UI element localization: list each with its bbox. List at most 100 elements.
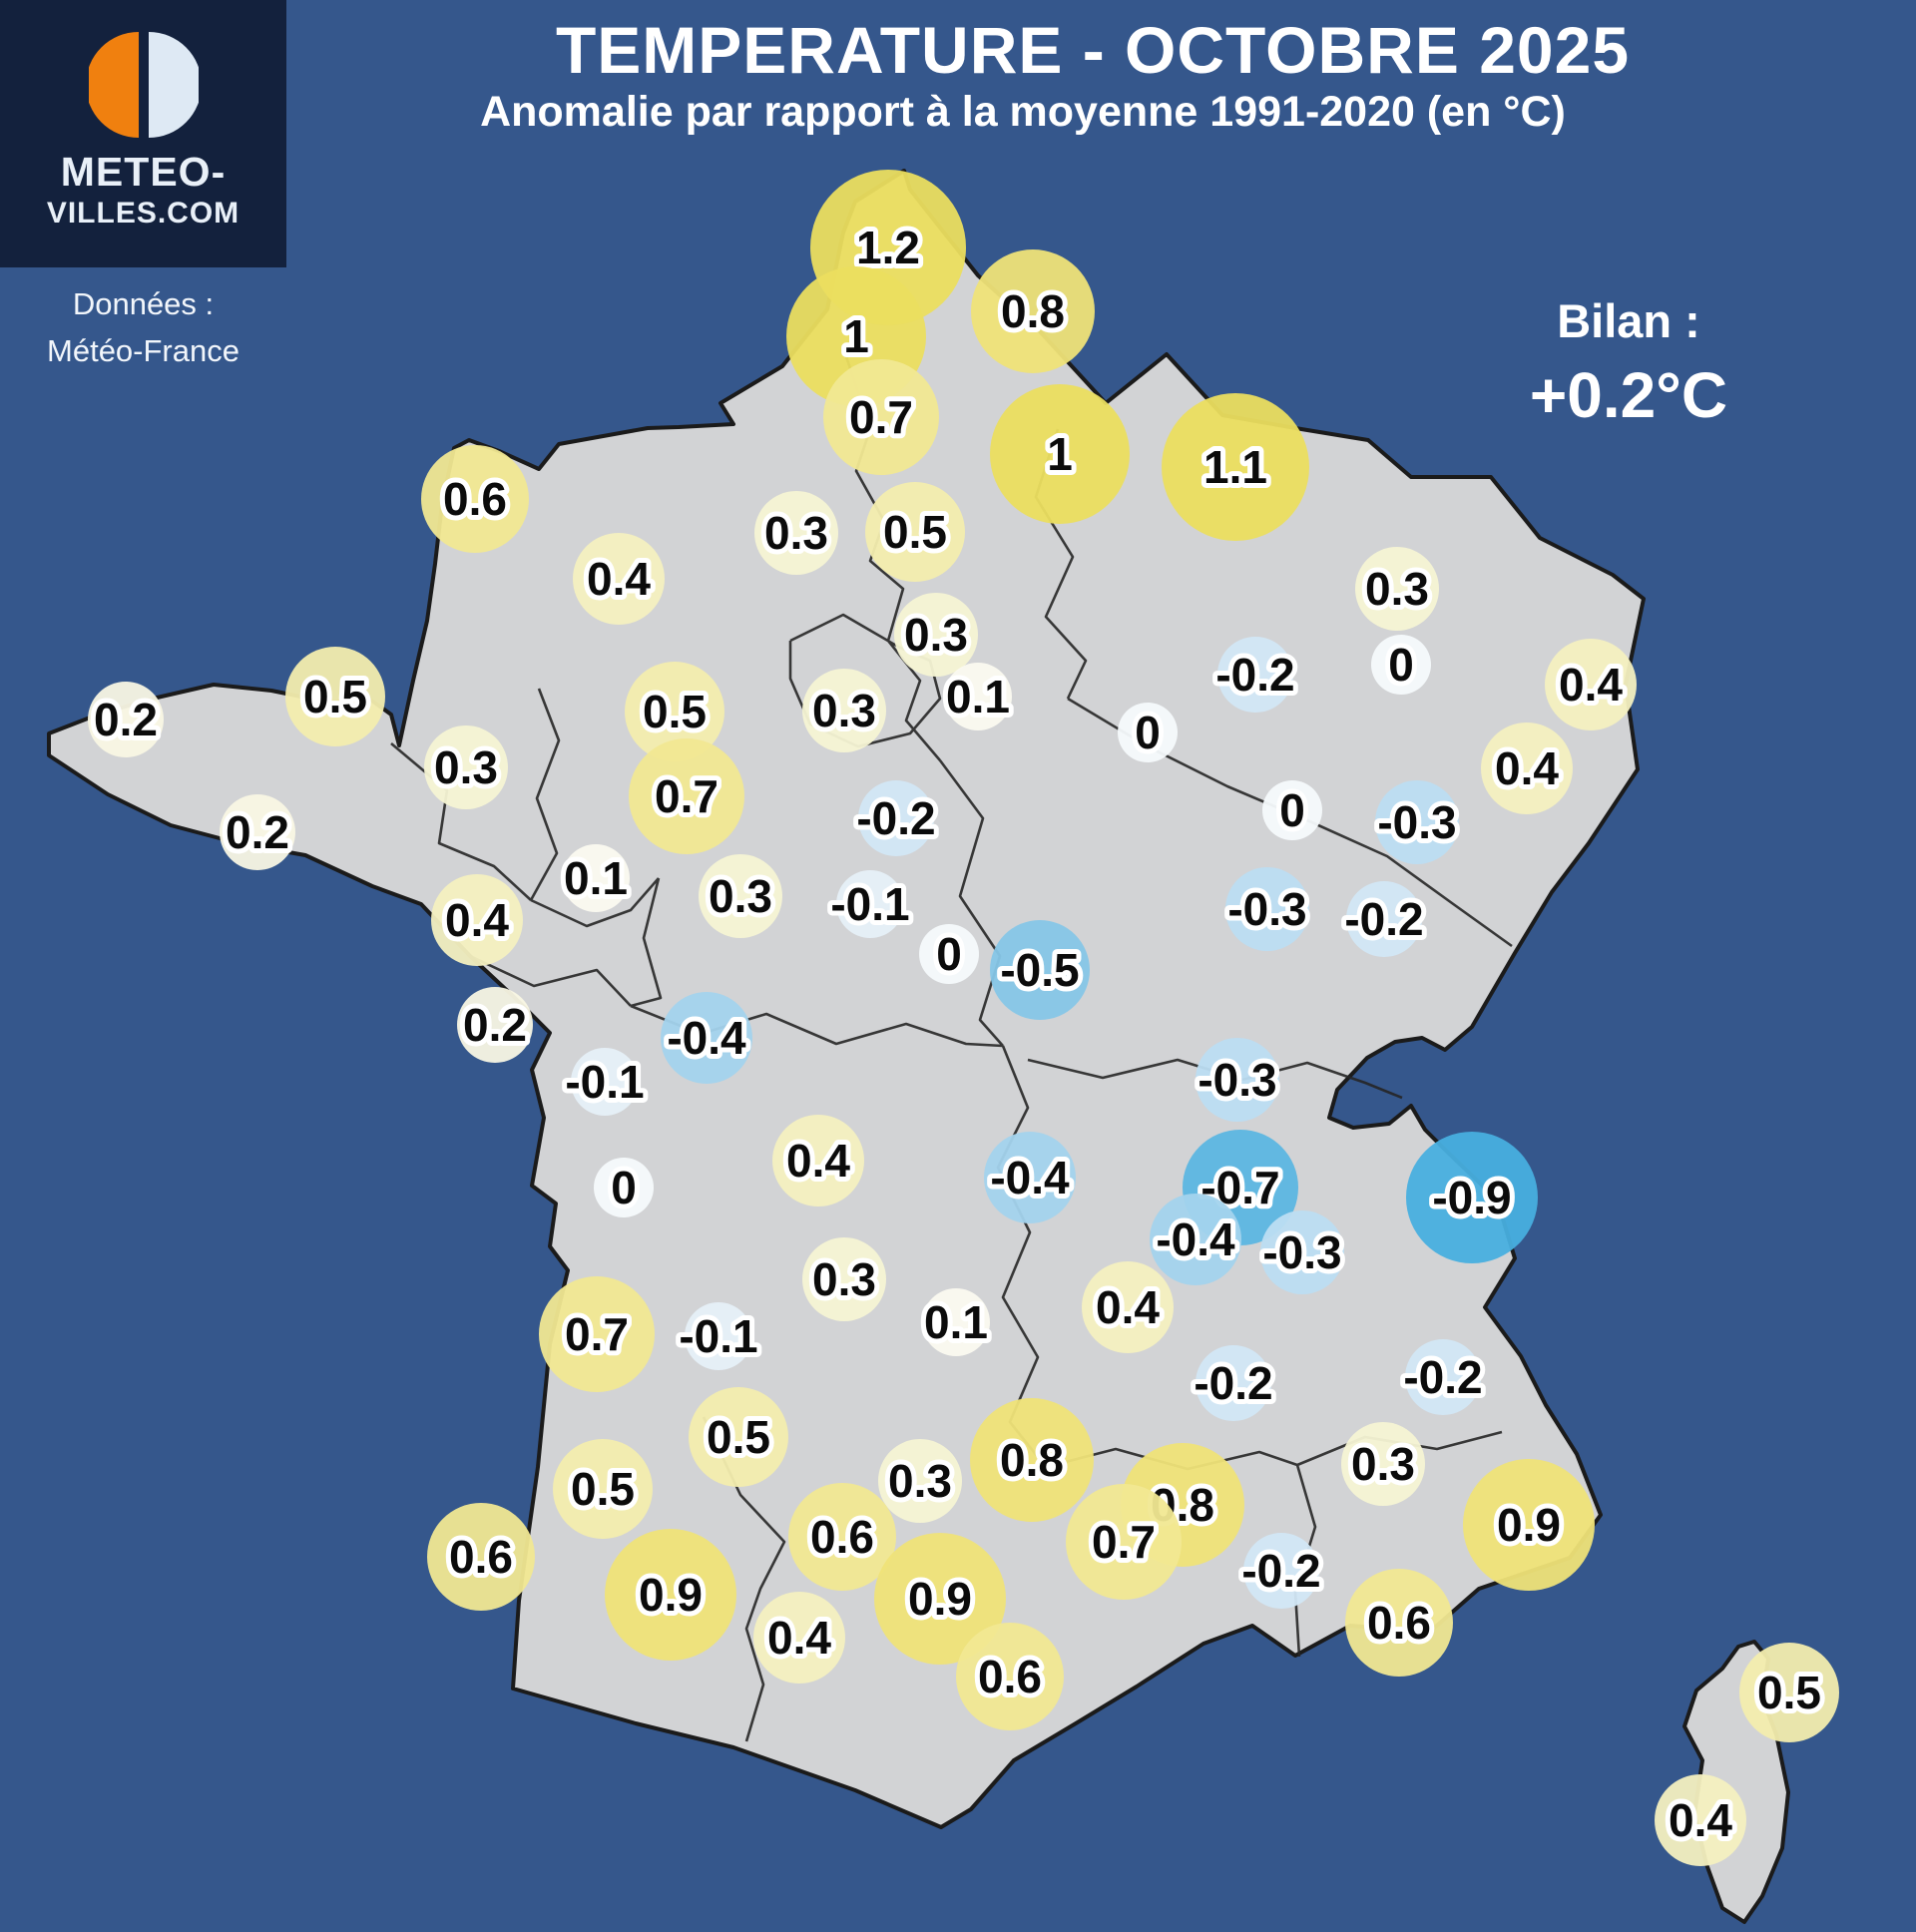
- station-value: 0.8: [1001, 285, 1065, 337]
- station-value: -0.4: [1156, 1213, 1235, 1265]
- station: 1.1: [1162, 393, 1309, 541]
- station: 0.3: [802, 669, 886, 752]
- station-circle: [1463, 1459, 1595, 1591]
- station: -0.2: [1398, 1339, 1488, 1415]
- station-circle: [457, 987, 533, 1063]
- station-circle: [1406, 1132, 1538, 1263]
- station: 0.3: [1341, 1422, 1425, 1506]
- station: 0.7: [629, 738, 744, 854]
- station-value: 0.9: [1497, 1499, 1561, 1551]
- station-circle: [573, 533, 665, 625]
- station-circle: [1262, 780, 1322, 840]
- station: 0.3: [878, 1439, 962, 1523]
- station-value: 0.4: [1096, 1281, 1160, 1333]
- station-value: -0.1: [830, 878, 909, 930]
- station: -0.1: [560, 1048, 650, 1116]
- station-value: -0.2: [1403, 1351, 1482, 1403]
- station-circle: [836, 870, 904, 938]
- station-value: 0.4: [1559, 659, 1623, 711]
- station-value: -0.1: [679, 1310, 757, 1362]
- station-value: -0.3: [1198, 1054, 1276, 1106]
- station-value: 0.4: [786, 1135, 850, 1187]
- station-circle: [970, 1398, 1094, 1522]
- station-circle: [1405, 1339, 1481, 1415]
- station: 0.7: [1066, 1484, 1182, 1600]
- station-value: 0.8: [1000, 1434, 1064, 1486]
- station-value: -0.5: [1000, 944, 1079, 996]
- station-value: 0.5: [883, 506, 947, 558]
- station-value: 1.1: [1203, 441, 1267, 493]
- station-value: -0.3: [1227, 883, 1306, 935]
- station-circle: [594, 1158, 654, 1217]
- station: 0.3: [1355, 547, 1439, 631]
- station-circle: [427, 1503, 535, 1611]
- station-circle: [629, 738, 744, 854]
- station-circle: [1196, 1038, 1279, 1122]
- station-circle: [802, 669, 886, 752]
- station-circle: [1371, 635, 1431, 695]
- station-value: 1.2: [856, 222, 920, 273]
- station-value: 0.1: [564, 852, 628, 904]
- station-bubbles: 1.2 1 0.8 0.7 1 1.1 0.6 0.3 0.5 0.4 0.3 0 -0.2 0.4 0.3…: [88, 170, 1839, 1866]
- station: 0.4: [772, 1115, 864, 1207]
- bilan-summary: Bilan : +0.2°C: [1459, 293, 1798, 432]
- station-circle: [689, 1387, 788, 1487]
- station-circle: [685, 1302, 752, 1370]
- station-value: 0.3: [1351, 1438, 1415, 1490]
- station: 0.7: [539, 1276, 655, 1392]
- station-circle: [1217, 637, 1293, 713]
- station-circle: [421, 445, 529, 553]
- bilan-value: +0.2°C: [1529, 359, 1728, 431]
- station-circle: [753, 1592, 845, 1684]
- station-circle: [1066, 1484, 1182, 1600]
- station: -0.2: [1210, 637, 1300, 713]
- station-value: 0.3: [812, 1253, 876, 1305]
- station-value: 0.5: [707, 1411, 770, 1463]
- station-value: -0.3: [1377, 796, 1456, 848]
- station-value: 0.6: [449, 1531, 513, 1583]
- station-value: 0.4: [1495, 742, 1559, 794]
- station: -0.4: [1150, 1194, 1241, 1285]
- station-circle: [956, 1623, 1064, 1730]
- source-line1: Données :: [72, 286, 215, 321]
- station-value: 0.4: [767, 1612, 831, 1664]
- station-value: 1: [843, 310, 869, 362]
- station-value: -0.3: [1262, 1226, 1341, 1278]
- station-value: -0.4: [667, 1012, 746, 1064]
- station: 0.1: [941, 663, 1015, 730]
- station-circle: [788, 1483, 896, 1591]
- station-value: 0.6: [1367, 1597, 1431, 1649]
- station: 0.6: [956, 1623, 1064, 1730]
- station-value: 0.7: [849, 391, 913, 443]
- station: -0.2: [851, 780, 941, 856]
- station: 0.4: [1545, 639, 1637, 730]
- station: 0: [919, 923, 979, 985]
- station: -0.5: [990, 920, 1090, 1020]
- station-circle: [1243, 1533, 1319, 1609]
- station-circle: [971, 249, 1095, 373]
- station: 0.5: [625, 662, 724, 761]
- station: 0.3: [802, 1237, 886, 1321]
- station: 0: [1118, 702, 1178, 763]
- station: 0.4: [753, 1592, 845, 1684]
- station-circle: [865, 482, 965, 582]
- station-value: 0.3: [904, 609, 968, 661]
- station-circle: [699, 854, 782, 938]
- station: 0.2: [220, 794, 295, 870]
- station-circle: [562, 844, 630, 912]
- station-value: -0.2: [1344, 893, 1423, 945]
- station-value: 1: [1047, 428, 1073, 480]
- station: -0.3: [1193, 1038, 1282, 1122]
- station-value: 0.6: [810, 1511, 874, 1563]
- station-circle: [88, 682, 164, 757]
- station-circle: [1355, 547, 1439, 631]
- station-circle: [1739, 1643, 1839, 1742]
- station-value: 0.2: [94, 694, 158, 745]
- station-value: 0.5: [1757, 1667, 1821, 1718]
- station-value: 0.6: [443, 473, 507, 525]
- station: -0.1: [674, 1302, 763, 1370]
- station-value: 0: [611, 1162, 637, 1213]
- station: 0: [1371, 634, 1431, 696]
- station-value: 0.3: [764, 507, 828, 559]
